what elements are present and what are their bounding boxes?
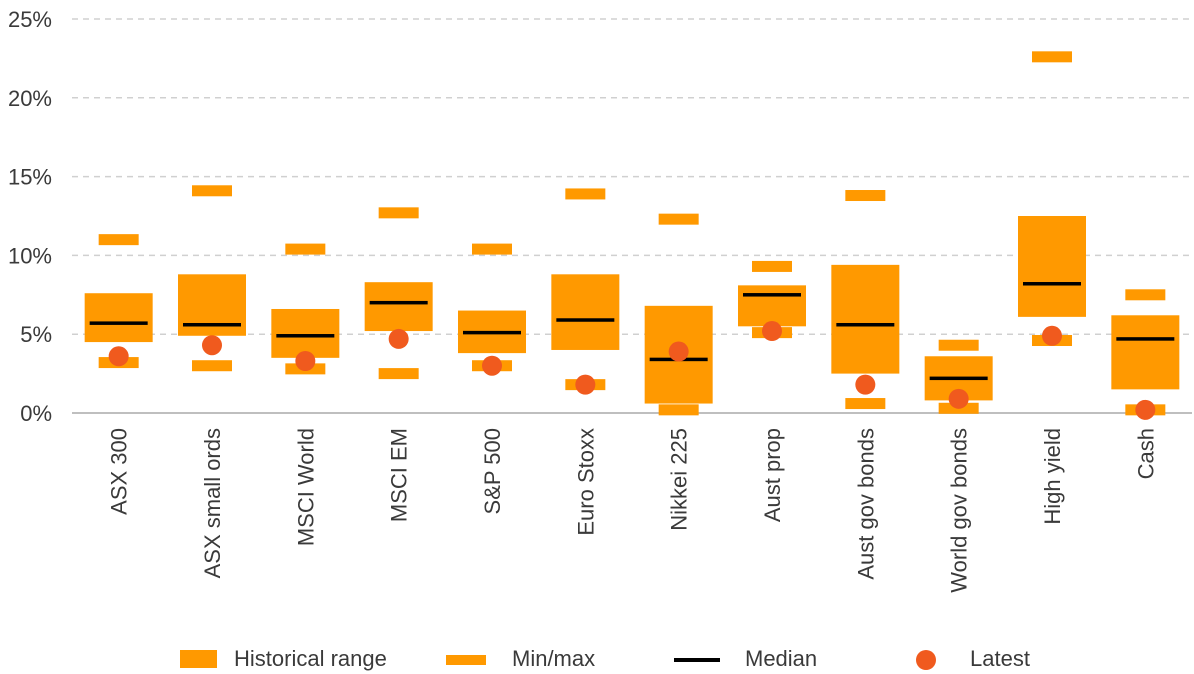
max-marker [845,190,886,202]
latest-point [108,346,129,367]
latest-point [762,321,782,342]
x-tick-label: Nikkei 225 [667,428,692,531]
x-tick-label: MSCI EM [387,428,412,522]
historical-range-bar [1018,216,1086,317]
latest-point [948,388,969,409]
legend-swatch-min-max [446,655,486,665]
max-marker [658,213,699,225]
historical-range-bar [1111,315,1180,390]
historical-range-bar [84,293,153,343]
max-marker [98,234,139,246]
min-marker [378,368,419,380]
x-tick-label: MSCI World [293,428,318,546]
max-marker [938,339,979,351]
historical-range-bar [178,274,246,336]
min-marker [845,398,886,410]
max-marker [1125,289,1166,301]
x-tick-label: Euro Stoxx [573,428,598,536]
y-tick-label: 25% [8,7,52,32]
median-line [463,330,521,335]
median-line [183,322,241,327]
max-marker [285,243,326,255]
historical-range-bar [551,274,620,350]
latest-point [575,374,596,395]
max-marker [192,185,232,197]
x-tick-label: ASX 300 [107,428,132,515]
latest-point [668,341,689,362]
historical-range-bar [271,308,340,358]
min-marker [658,404,699,416]
min-marker [192,360,232,372]
grid-lines [72,18,1192,414]
legend-label-latest: Latest [970,646,1030,671]
max-marker [565,188,606,200]
x-tick-label: World gov bonds [947,428,972,593]
x-tick-label: High yield [1040,428,1065,525]
median-line [556,318,615,322]
historical-range-bar [364,282,433,332]
max-marker [752,260,792,272]
median-line [89,321,148,325]
median-line [1116,337,1175,341]
legend-swatch-median [674,658,720,662]
latest-point [855,374,876,395]
legend-label-historical-range: Historical range [234,646,387,671]
x-tick-label: Aust gov bonds [853,428,878,580]
y-tick-label: 15% [8,165,52,190]
y-axis-tick-labels: 0% 5% 10% 15% 20% 25% [8,7,52,426]
legend-swatch-historical-range [180,650,217,668]
x-tick-label: Cash [1133,428,1158,479]
max-marker [472,243,512,255]
median-line [836,322,895,327]
historical-range-bar [738,285,806,327]
max-marker [378,207,419,219]
median-line [1023,282,1081,286]
data-marks [84,51,1180,420]
y-tick-label: 0% [20,401,52,426]
legend-swatch-latest [916,650,936,670]
latest-point [1042,325,1062,346]
x-tick-label: ASX small ords [200,428,225,578]
latest-point [388,328,409,349]
x-axis-tick-labels: ASX 300 ASX small ords MSCI World MSCI EM S&… [107,428,1159,593]
y-tick-label: 20% [8,86,52,111]
median-line [743,293,801,297]
latest-point [202,335,222,356]
x-tick-label: S&P 500 [480,428,505,514]
legend: Historical range Min/max Median Latest [180,646,1030,671]
y-tick-label: 10% [8,243,52,268]
x-tick-label: Aust prop [760,428,785,522]
max-marker [1032,51,1072,63]
median-line [276,334,335,338]
median-line [929,376,988,381]
median-line [369,300,428,305]
historical-range-bar [831,264,900,374]
latest-point [482,355,502,376]
legend-label-min-max: Min/max [512,646,595,671]
legend-label-median: Median [745,646,817,671]
latest-point [295,350,316,371]
y-tick-label: 5% [20,322,52,347]
latest-point [1135,399,1156,420]
